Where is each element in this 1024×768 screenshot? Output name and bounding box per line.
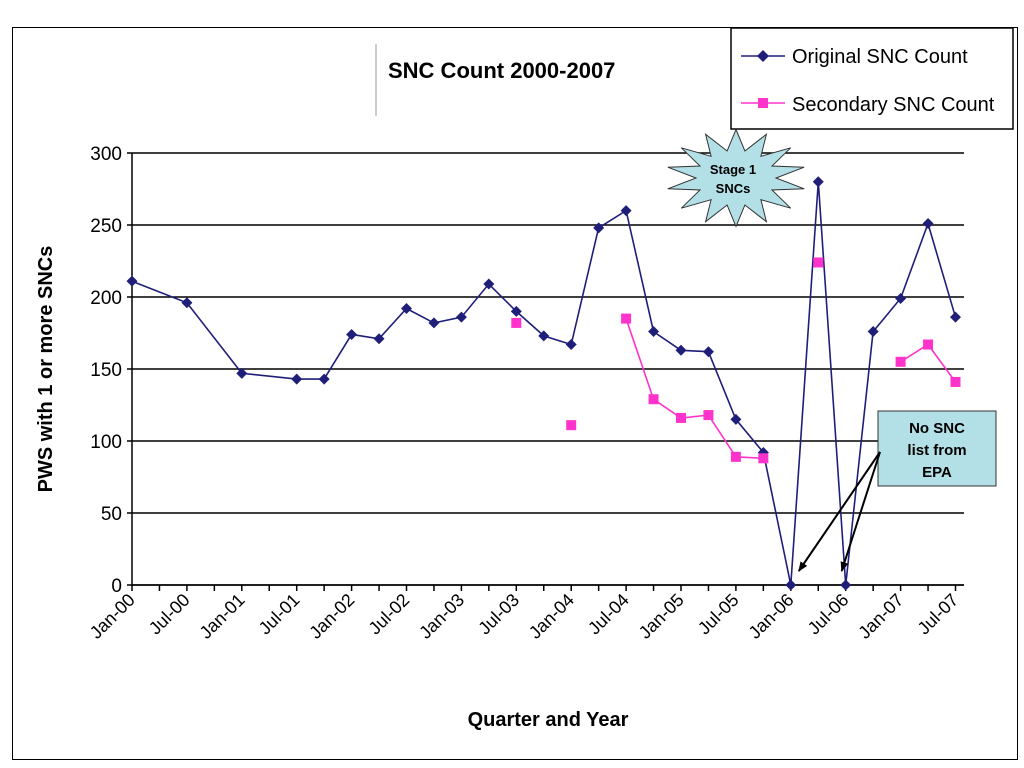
note-arrows xyxy=(797,451,881,572)
starburst-text-line1: Stage 1 xyxy=(710,162,756,177)
data-point-secondary xyxy=(895,356,906,367)
data-point-secondary xyxy=(730,451,741,462)
data-point-original xyxy=(428,317,440,329)
starburst-shape xyxy=(667,128,805,228)
legend-marker-original xyxy=(757,50,769,62)
x-tick-labels: Jan-00 Jul-00 Jan-01 Jul-01 Jan-02 Jul-02 Jan-… xyxy=(86,590,963,643)
data-point-original xyxy=(812,176,824,188)
note-text-line3: EPA xyxy=(922,464,952,481)
legend-marker-secondary xyxy=(758,98,768,108)
x-tick-label: Jul-05 xyxy=(694,590,743,639)
data-point-secondary xyxy=(813,257,824,268)
data-point-original xyxy=(236,367,248,379)
data-point-original xyxy=(922,218,934,230)
axes xyxy=(127,152,964,591)
legend: Original SNC Count Secondary SNC Count xyxy=(730,27,1014,130)
data-point-secondary xyxy=(511,317,522,328)
data-point-secondary xyxy=(923,339,934,350)
data-point-original xyxy=(840,579,852,591)
data-point-original xyxy=(346,328,358,340)
series-line-secondary xyxy=(900,343,957,383)
x-tick-label: Jan-01 xyxy=(196,590,249,643)
y-tick-label: 50 xyxy=(101,504,122,525)
data-point-original xyxy=(483,278,495,290)
starburst-text-line2: SNCs xyxy=(716,181,751,196)
data-point-original xyxy=(950,311,961,323)
x-tick-label: Jul-07 xyxy=(914,590,963,639)
x-tick-label: Jan-05 xyxy=(635,590,688,643)
data-point-original xyxy=(126,275,138,287)
series-line-original xyxy=(131,181,957,586)
data-point-original xyxy=(593,222,605,234)
data-point-original xyxy=(291,373,303,385)
annotation-arrow xyxy=(840,451,881,572)
data-point-secondary xyxy=(758,453,769,464)
y-tick-label: 0 xyxy=(111,576,122,597)
data-point-secondary xyxy=(566,420,577,431)
data-point-original xyxy=(373,333,385,345)
y-tick-label: 250 xyxy=(90,216,122,237)
note-box xyxy=(877,410,997,487)
x-tick-label: Jul-02 xyxy=(365,590,414,639)
data-point-original xyxy=(867,326,879,338)
x-tick-label: Jan-06 xyxy=(745,590,798,643)
data-point-original xyxy=(730,413,742,425)
x-axis-title: Quarter and Year xyxy=(468,709,629,731)
note-text-line1: No SNC xyxy=(909,420,965,437)
y-tick-label: 300 xyxy=(90,144,122,165)
x-tick-label: Jan-00 xyxy=(86,590,139,643)
data-point-secondary xyxy=(621,313,632,324)
series-line-secondary xyxy=(625,318,764,460)
y-tick-labels: 0 50 100 150 200 250 300 xyxy=(90,144,122,597)
x-tick-label: Jan-07 xyxy=(854,590,907,643)
gridlines xyxy=(132,152,964,586)
data-point-original xyxy=(675,344,687,356)
chart-frame xyxy=(12,27,1018,760)
x-tick-label: Jan-02 xyxy=(305,590,358,643)
x-tick-label: Jul-06 xyxy=(804,590,853,639)
data-point-original xyxy=(785,579,797,591)
data-point-original xyxy=(648,326,660,338)
series-markers xyxy=(126,176,961,591)
y-tick-label: 200 xyxy=(90,288,122,309)
legend-label-secondary: Secondary SNC Count xyxy=(792,94,995,116)
legend-box xyxy=(730,27,1014,130)
x-tick-label: Jul-00 xyxy=(145,590,194,639)
data-point-secondary xyxy=(950,376,961,387)
legend-label-original: Original SNC Count xyxy=(792,46,968,68)
chart-title: SNC Count 2000-2007 xyxy=(388,58,615,83)
no-snc-annotation: No SNC list from EPA xyxy=(797,410,997,572)
x-tick-label: Jul-01 xyxy=(255,590,304,639)
x-tick-label: Jul-04 xyxy=(584,590,633,639)
data-point-original xyxy=(455,311,467,323)
data-point-original xyxy=(620,205,632,217)
data-point-secondary xyxy=(703,410,714,421)
data-point-original xyxy=(181,297,193,309)
y-axis-title: PWS with 1 or more SNCs xyxy=(35,246,57,493)
data-point-original xyxy=(895,292,907,304)
data-point-secondary xyxy=(676,412,686,423)
note-text-line2: list from xyxy=(907,442,966,459)
annotation-arrow xyxy=(797,451,881,572)
data-point-original xyxy=(318,373,330,385)
data-point-original xyxy=(510,305,522,317)
data-point-original xyxy=(702,346,714,358)
y-tick-label: 150 xyxy=(90,360,122,381)
x-tick-label: Jul-03 xyxy=(474,590,523,639)
data-point-original xyxy=(565,339,577,351)
stage1-annotation: Stage 1 SNCs xyxy=(667,128,805,228)
series-lines xyxy=(131,181,957,586)
y-tick-label: 100 xyxy=(90,432,122,453)
x-tick-label: Jan-04 xyxy=(525,590,578,643)
data-point-original xyxy=(538,330,550,342)
data-point-secondary xyxy=(648,394,659,405)
x-tick-label: Jan-03 xyxy=(415,590,468,643)
data-point-original xyxy=(401,303,412,315)
